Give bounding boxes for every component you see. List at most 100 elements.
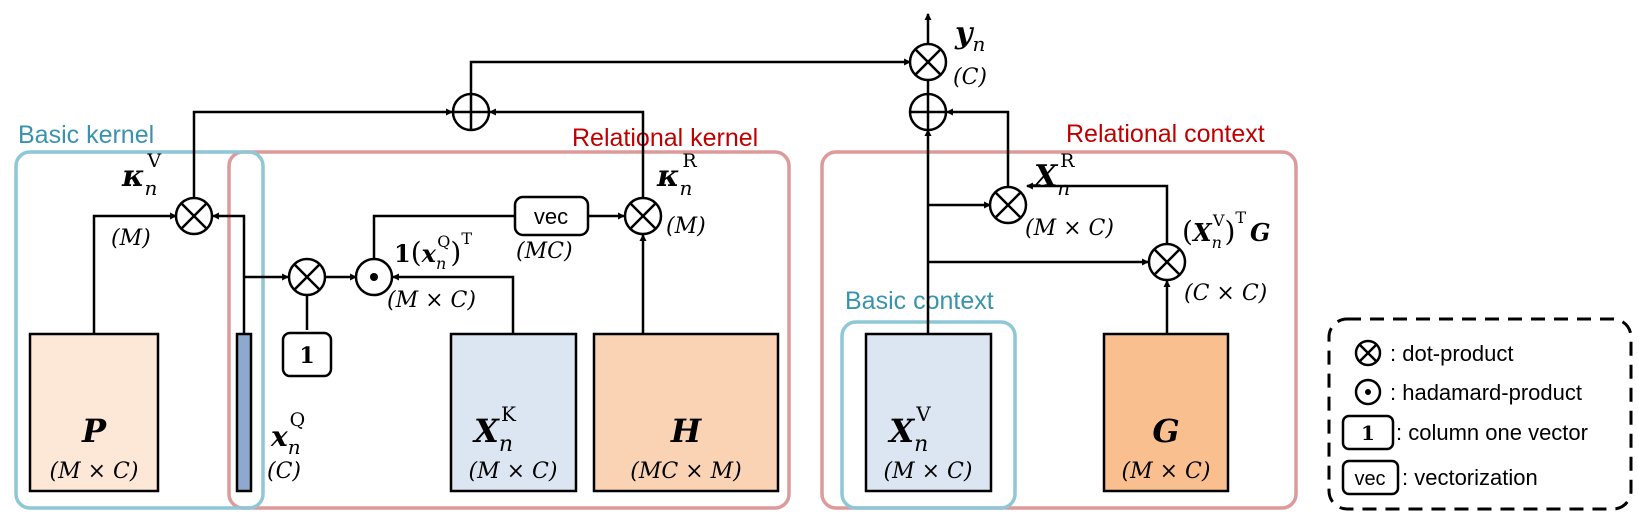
output-y-sub: n [972,32,985,56]
wire-kappa-r-to-sum [488,108,645,198]
query-vector-symbol: xnQ [270,409,305,459]
xr-sup: R [1060,150,1075,172]
xvtg-close-paren: ) [1224,215,1235,248]
xvtg-sup: V [1212,211,1225,230]
hadamard-product-icon [1354,378,1382,406]
block-p-symbol: P [81,412,107,450]
wire-xk-to-hadamard [391,273,515,334]
wire-kernel-to-output [469,58,912,94]
block-xv-sup: V [915,402,931,426]
query-vector-label: xnQ (C) [267,409,305,484]
context-sum-node [908,92,948,132]
output-y-label: yn [954,16,985,56]
relational-kernel-frame [227,150,791,510]
block-xk: XnK (M × C) [449,332,578,493]
xr-symbol: X [1032,159,1059,194]
block-xv-symbol: XnV [887,402,931,457]
xvtg-sub: n [1212,233,1222,252]
output-y-dims: (C) [953,65,987,90]
legend-one-icon-text: 1 [1361,421,1375,445]
block-xk-dims: (M × C) [469,459,558,484]
xvtg-dims: (C × C) [1184,281,1267,306]
kappa-v-dims: (M) [111,226,151,251]
kappa-v-symbol: κ [121,159,145,194]
xvtg-label: (XnV)TG [1182,208,1271,252]
wire-kappa-v-to-sum [192,108,454,198]
wire-xq-to-kernel-dot [211,212,246,334]
xvtg-symbol: X [1191,218,1213,247]
xr-dims: (M × C) [1025,216,1114,241]
wire-xvtg-to-xr-dot [1025,182,1169,244]
kappa-v-label: κnV [121,150,161,200]
block-xv: XnV (M × C) [864,332,993,493]
xvtg-dot-product-node [1147,242,1187,282]
one-xq-sub: n [436,254,446,273]
one-xq-x: x [421,239,437,268]
column-one-vector-text: 1 [299,343,314,369]
block-g-box [1102,332,1230,493]
relational-context-label: Relational context [1066,120,1265,148]
block-xk-sub: n [499,432,513,457]
xvtg-transpose: T [1235,208,1246,227]
wire-hadamard-to-vec [372,214,515,259]
kernel-sum-node [451,92,491,132]
kappa-v-sup: V [146,150,161,172]
block-p-dims: (M × C) [50,459,139,484]
wire-p-to-kernel-dot [92,212,178,334]
basic-kernel-frame [14,150,265,510]
block-h-box [592,332,780,493]
block-xk-sup: K [501,402,517,426]
xr-sub: n [1057,176,1070,200]
one-xq-dims: (M × C) [387,288,476,313]
kappa-r-symbol: κ [656,159,680,194]
one-xq-sup: Q [437,232,450,251]
column-one-vector-box: 1 [281,331,333,378]
legend-item-column-one-vector: 1 : column one vector [1341,414,1588,451]
one-xq-open-paren: ( [411,236,422,269]
legend-item-dot-product: : dot-product [1354,339,1514,367]
query-vector-bar [235,332,253,493]
legend-vec-icon-text: vec [1354,468,1385,490]
one-xq-transpose: T [461,229,472,248]
output-y-symbol: y [954,16,975,51]
xr-label: XnR [1032,150,1075,200]
block-h: H (MC × M) [592,332,780,493]
block-h-symbol: H [670,412,703,450]
query-vector-dims: (C) [267,459,301,484]
block-g: G (M × C) [1102,332,1230,493]
legend-item-vectorization: vec : vectorization [1341,459,1538,496]
one-xq-close-paren: ) [450,236,461,269]
hadamard-product-node [354,257,394,297]
kappa-r-dims: (M) [666,214,706,239]
basic-kernel-label: Basic kernel [18,121,154,149]
query-vector-letter: x [270,420,288,453]
column-one-vector-icon: 1 [1341,414,1395,451]
kernel-dot-product-node [174,196,214,236]
block-xv-box [864,332,993,493]
legend-vectorization-text: : vectorization [1402,465,1538,490]
legend-column-one-vector-text: : column one vector [1396,420,1588,445]
output-dot-product-node [908,42,948,82]
one-xq-one: 1 [394,239,411,268]
kappa-r-sub: n [680,176,693,200]
block-xv-dims: (M × C) [884,459,973,484]
block-xv-sub: n [914,432,928,457]
block-xv-letter: X [887,412,915,450]
kappa-r-label: κnR [656,150,697,200]
xvtg-open-paren: ( [1182,215,1193,248]
block-p: P (M × C) [28,332,160,493]
block-h-dims: (MC × M) [630,459,741,484]
relational-kernel-dot-product-node [623,196,663,236]
vectorization-dims: (MC) [516,239,573,264]
relational-kernel-label: Relational kernel [572,124,758,152]
legend-item-hadamard-product: : hadamard-product [1354,378,1582,406]
one-xq-transpose-label: 1(xnQ)T [394,229,472,273]
legend: : dot-product : hadamard-product 1 : col… [1327,317,1633,511]
legend-frame [1327,317,1633,511]
query-one-dot-product-node [287,257,327,297]
vectorization-box: vec [513,195,590,237]
dot-product-icon [1354,339,1382,367]
block-xk-box [449,332,578,493]
kappa-v-sub: n [145,176,158,200]
